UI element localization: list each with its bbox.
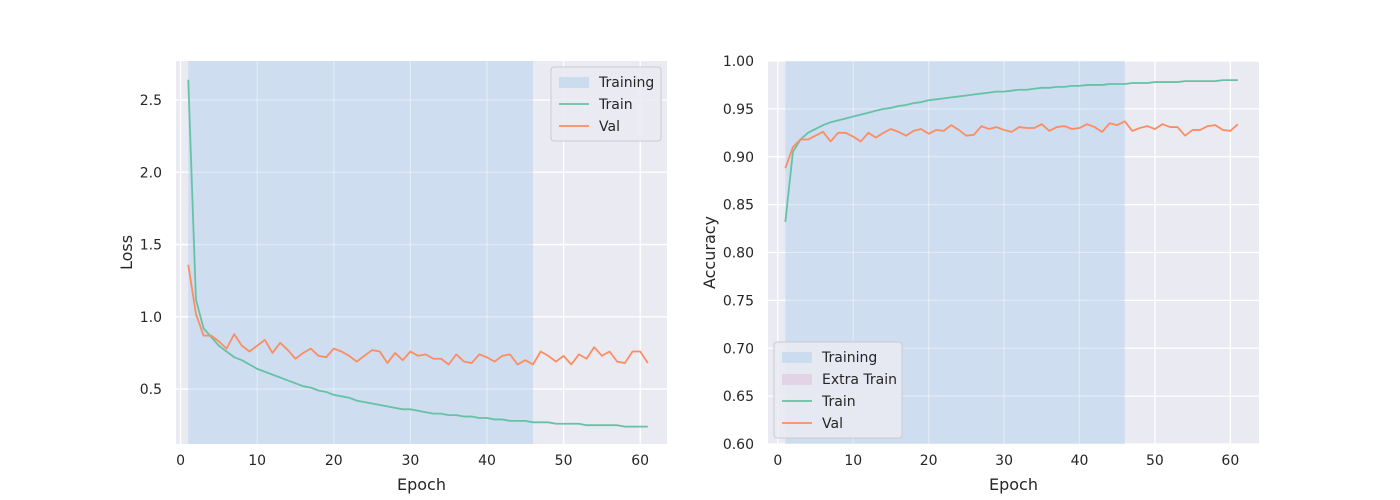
- legend-label-train: Train: [598, 97, 633, 113]
- legend: Training Extra Train Train Val: [773, 341, 903, 439]
- chart-panel-loss: 0 10 20 30 40 50 60 0.5 1.0 1.5 2.0 2.5 Epoch Loss Tra…: [117, 61, 667, 494]
- x-tick-label: 50: [555, 453, 573, 469]
- legend-label-train: Train: [821, 394, 856, 410]
- y-tick-label: 2.5: [140, 93, 162, 109]
- x-tick-label: 60: [631, 453, 649, 469]
- x-tick-label: 30: [401, 453, 419, 469]
- y-axis-label: Loss: [117, 235, 136, 270]
- x-tick-label: 0: [773, 453, 782, 469]
- legend-label-val: Val: [599, 119, 620, 135]
- x-tick-label: 20: [920, 453, 938, 469]
- y-tick-label: 1.5: [140, 238, 162, 254]
- legend-swatch-training: [782, 352, 812, 363]
- x-tick-label: 50: [1146, 453, 1164, 469]
- x-axis-label: Epoch: [989, 475, 1038, 494]
- y-tick-label: 0.95: [723, 102, 754, 118]
- y-axis-label: Accuracy: [700, 216, 719, 289]
- chart-panel-accuracy: 0 10 20 30 40 50 60 0.60 0.65 0.70 0.75 0.80 0.85 0.9…: [700, 54, 1259, 494]
- x-tick-label: 0: [176, 453, 185, 469]
- y-tick-label: 0.5: [140, 382, 162, 398]
- legend-label-val: Val: [822, 416, 843, 432]
- span-training: [188, 61, 533, 444]
- legend: Training Train Val: [550, 66, 662, 142]
- y-tick-label: 1.0: [140, 310, 162, 326]
- legend-label-training: Training: [821, 350, 877, 366]
- y-tick-label: 0.85: [723, 198, 754, 214]
- legend-swatch-extra-train: [782, 374, 812, 385]
- legend-label-extra-train: Extra Train: [822, 372, 897, 388]
- series-line-train: [187, 79, 648, 428]
- x-tick-label: 40: [478, 453, 496, 469]
- series-line-val: [784, 120, 1239, 169]
- x-tick-label: 30: [995, 453, 1013, 469]
- y-tick-label: 2.0: [140, 165, 162, 181]
- series-line-train: [784, 79, 1238, 222]
- y-tick-label: 0.65: [723, 389, 754, 405]
- x-tick-label: 40: [1071, 453, 1089, 469]
- x-tick-label: 10: [844, 453, 862, 469]
- y-tick-label: 0.60: [723, 437, 754, 453]
- legend-box: [773, 341, 903, 439]
- x-tick-label: 20: [325, 453, 343, 469]
- y-tick-label: 0.70: [723, 341, 754, 357]
- y-tick-label: 1.00: [723, 54, 754, 70]
- y-tick-label: 0.75: [723, 293, 754, 309]
- legend-label-training: Training: [598, 75, 654, 91]
- y-tick-label: 0.80: [723, 246, 754, 262]
- y-tick-label: 0.90: [723, 150, 754, 166]
- x-axis-label: Epoch: [397, 475, 446, 494]
- series-line-val: [187, 264, 649, 366]
- x-tick-label: 10: [248, 453, 266, 469]
- x-tick-label: 60: [1221, 453, 1239, 469]
- legend-swatch-training: [559, 77, 589, 88]
